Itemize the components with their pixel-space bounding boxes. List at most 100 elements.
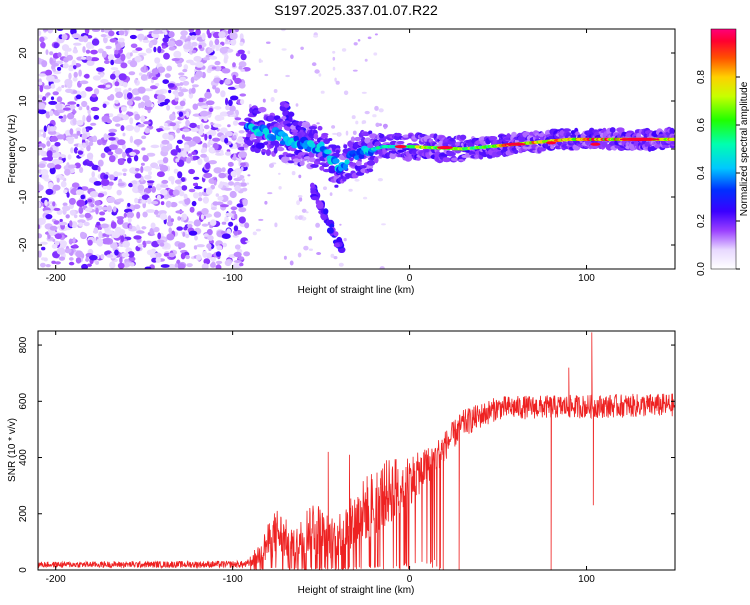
noise-blob: [55, 103, 63, 111]
lower-branch-blob: [323, 208, 329, 215]
noise-blob: [68, 66, 74, 72]
noise-blob: [301, 208, 307, 213]
noise-blob: [212, 85, 217, 90]
noise-blob: [357, 39, 361, 42]
noise-blob: [331, 125, 336, 129]
spectrogram-y-label: Frequency (Hz): [7, 115, 18, 184]
noise-blob: [219, 111, 229, 117]
noise-blob: [159, 164, 169, 172]
noise-blob: [177, 91, 184, 97]
noise-blob: [90, 122, 97, 126]
noise-blob: [38, 109, 47, 115]
carrier-halo: [361, 131, 371, 137]
noise-blob: [141, 226, 147, 230]
noise-blob: [145, 48, 152, 54]
noise-blob: [201, 208, 209, 215]
snr-y-label: SNR (10 * v/v): [7, 418, 18, 482]
noise-blob: [240, 166, 244, 172]
noise-blob: [201, 32, 206, 41]
noise-blob: [161, 45, 167, 49]
noise-blob: [228, 99, 233, 107]
noise-blob: [73, 42, 82, 46]
noise-blob: [173, 168, 179, 174]
noise-blob: [238, 61, 247, 68]
noise-blob: [75, 94, 82, 100]
noise-blob: [129, 151, 137, 156]
noise-blob: [308, 236, 313, 241]
noise-blob: [367, 36, 372, 40]
noise-blob: [208, 160, 217, 165]
noise-blob: [141, 194, 150, 200]
noise-blob: [108, 128, 118, 133]
noise-blob: [93, 115, 100, 120]
noise-blob: [354, 178, 360, 182]
noise-blob: [81, 263, 89, 269]
noise-blob: [221, 167, 226, 173]
noise-blob: [180, 177, 186, 182]
noise-blob: [105, 45, 112, 50]
noise-blob: [146, 180, 155, 184]
noise-blob: [192, 182, 198, 187]
noise-blob: [189, 122, 197, 129]
noise-blob: [178, 191, 185, 197]
noise-blob: [197, 158, 203, 166]
noise-blob: [128, 256, 136, 262]
noise-blob: [210, 262, 216, 268]
noise-blob: [71, 33, 81, 39]
noise-blob: [177, 62, 183, 68]
noise-blob: [181, 150, 187, 158]
carrier-halo: [396, 140, 405, 145]
noise-blob: [53, 220, 60, 225]
noise-blob: [120, 53, 126, 62]
noise-blob: [178, 111, 184, 117]
colorbar-tick-label: 0.8: [696, 70, 707, 84]
chart-title: S197.2025.337.01.07.R22: [274, 2, 438, 18]
noise-blob: [229, 105, 236, 112]
noise-blob: [332, 50, 336, 54]
noise-blob: [262, 98, 266, 103]
noise-blob: [361, 91, 367, 94]
noise-blob: [160, 201, 165, 206]
noise-blob: [117, 182, 125, 187]
noise-blob: [90, 106, 100, 112]
noise-blob: [85, 56, 93, 61]
noise-blob: [70, 209, 76, 216]
noise-blob: [219, 79, 224, 85]
carrier-halo: [467, 142, 475, 148]
carrier-halo: [328, 170, 336, 174]
noise-blob: [151, 186, 157, 193]
noise-blob: [47, 130, 57, 135]
noise-blob: [114, 99, 119, 104]
noise-blob: [151, 68, 159, 75]
spectrogram-x-tick-label: 0: [407, 273, 413, 284]
carrier-halo: [415, 157, 421, 161]
noise-blob: [267, 192, 273, 195]
noise-blob: [176, 139, 183, 144]
noise-blob: [381, 223, 386, 226]
noise-blob: [167, 263, 176, 269]
noise-blob: [161, 179, 169, 184]
noise-blob: [200, 105, 210, 109]
noise-blob: [90, 57, 100, 62]
noise-blob: [50, 83, 56, 89]
noise-blob: [138, 102, 142, 109]
carrier-core: [546, 141, 557, 145]
noise-blob: [114, 69, 121, 77]
noise-blob: [146, 249, 154, 256]
noise-blob: [220, 90, 226, 98]
noise-blob: [225, 212, 234, 217]
snr-x-tick-label: -100: [223, 574, 243, 585]
noise-blob: [201, 147, 208, 153]
noise-blob: [138, 72, 143, 76]
noise-blob: [65, 214, 70, 219]
noise-blob: [129, 60, 138, 68]
noise-blob: [126, 100, 134, 106]
noise-blob: [140, 166, 144, 173]
carrier-halo: [537, 133, 545, 137]
noise-blob: [238, 151, 248, 158]
carrier-halo: [277, 147, 285, 152]
noise-blob: [374, 105, 379, 111]
noise-blob: [64, 168, 71, 176]
noise-blob: [84, 29, 90, 35]
carrier-halo: [669, 127, 675, 135]
